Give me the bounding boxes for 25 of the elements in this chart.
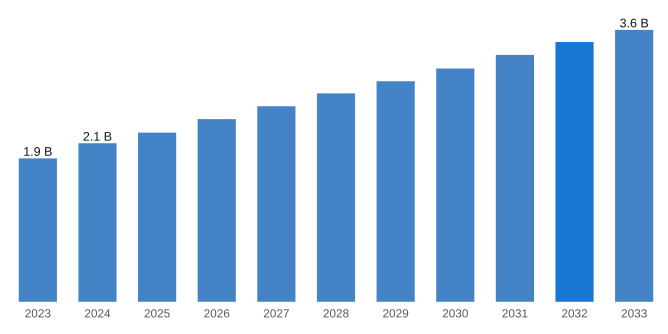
bar [257, 106, 296, 302]
bar [496, 54, 534, 302]
data-label: 3.6 B [620, 18, 648, 28]
x-tick-label: 2032 [562, 309, 588, 318]
bar [138, 132, 176, 302]
x-tick-label: 2029 [383, 309, 408, 318]
x-tick-label: 2023 [25, 309, 50, 318]
bar [316, 93, 356, 302]
x-tick-label: 2031 [502, 309, 528, 318]
data-label: 2.1 B [84, 132, 112, 141]
data-label: 1.9 B [24, 147, 52, 156]
x-tick-label: 2025 [144, 309, 170, 318]
bar [78, 143, 117, 302]
x-tick-label: 2033 [622, 309, 647, 318]
bar [376, 81, 415, 302]
x-tick-label: 2027 [264, 309, 289, 318]
bar [555, 42, 594, 302]
bar [198, 119, 236, 302]
bar [436, 68, 474, 302]
bar [615, 30, 654, 302]
bar [18, 158, 57, 302]
x-tick-label: 2028 [323, 309, 349, 318]
x-tick-label: 2024 [84, 309, 110, 318]
x-tick-label: 2026 [204, 309, 230, 318]
x-tick-label: 2030 [442, 309, 468, 318]
